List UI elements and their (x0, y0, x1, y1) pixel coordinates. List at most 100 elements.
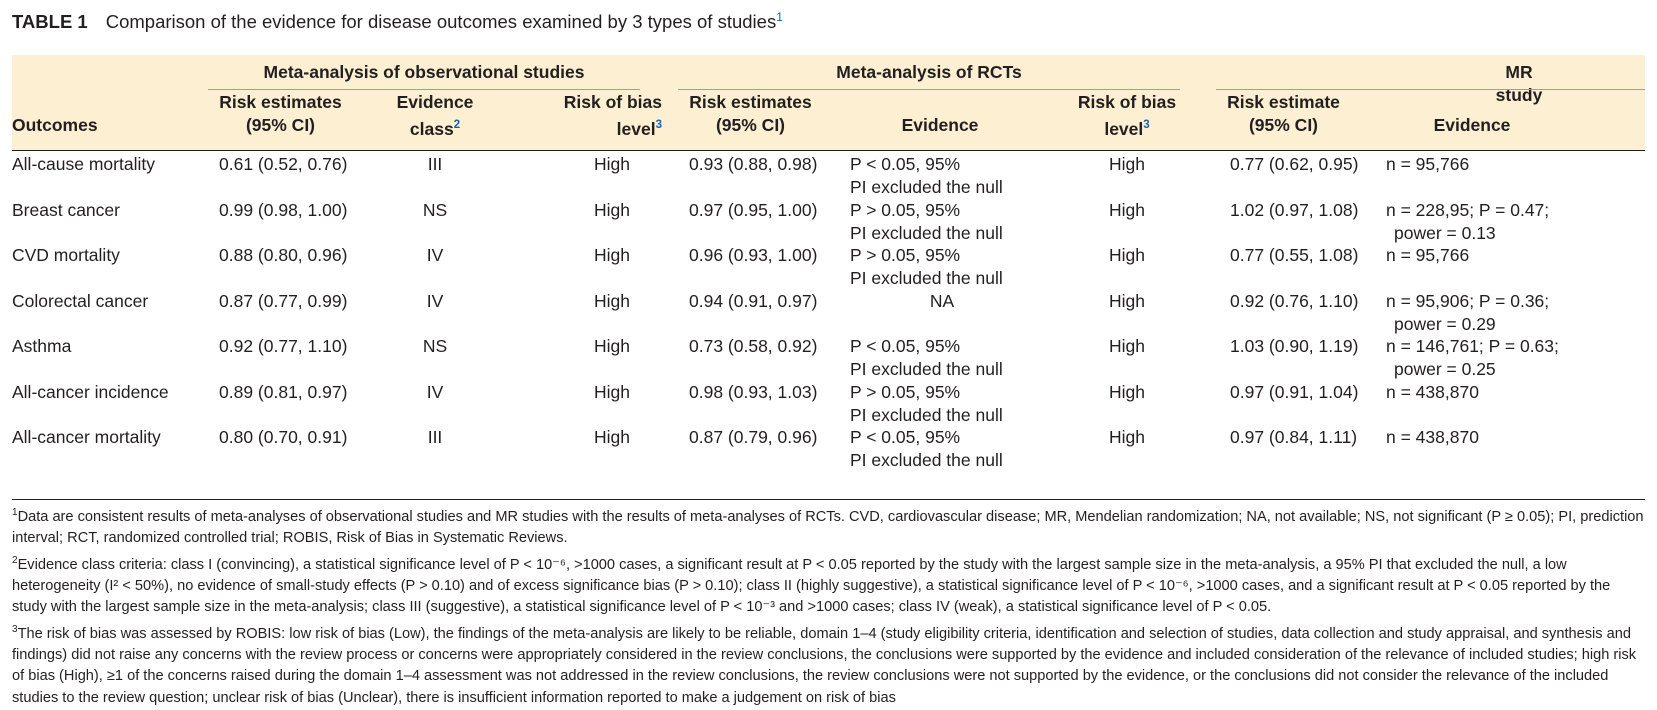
cell-obs-risk: 0.87 (0.77, 0.99) (219, 291, 348, 311)
group-rule-observational (208, 89, 640, 90)
cell-obs-risk: 0.88 (0.80, 0.96) (219, 245, 348, 265)
cell-obs-risk: 0.99 (0.98, 1.00) (219, 200, 348, 220)
cell-outcome: All-cause mortality (12, 154, 155, 174)
table-title: TABLE 1 Comparison of the evidence for di… (12, 10, 783, 33)
col-header-mr-risk: Risk estimate (95% CI) (1227, 92, 1340, 135)
cell-rct-bias: High (1109, 382, 1145, 402)
footnote-text: Data are consistent results of meta-anal… (12, 508, 1644, 547)
cell-rct-risk: 0.96 (0.93, 1.00) (689, 245, 818, 265)
cell-obs-risk: 0.92 (0.77, 1.10) (219, 336, 348, 356)
cell-rct-risk: 0.94 (0.91, 0.97) (689, 291, 818, 311)
group-header-mr: MR study (1495, 62, 1543, 105)
table-row: Colorectal cancer 0.87 (0.77, 0.99) IV High… (12, 290, 1645, 338)
cell-mr-evidence: n = 228,95; P = 0.47; power = 0.13 (1386, 200, 1550, 243)
footnote-text: Evidence class criteria: class I (convin… (12, 556, 1611, 616)
cell-obs-bias: High (594, 200, 630, 220)
cell-rct-bias: High (1109, 427, 1145, 447)
cell-obs-bias: High (594, 245, 630, 265)
footnote-3: 3The risk of bias was assessed by ROBIS:… (12, 619, 1647, 709)
footnote-mark: 2 (12, 554, 18, 566)
cell-obs-class: IV (426, 245, 444, 265)
cell-obs-class: NS (422, 336, 448, 356)
cell-rct-evidence: NA (929, 291, 955, 311)
cell-rct-bias: High (1109, 200, 1145, 220)
footnote-mark: 3 (12, 623, 18, 635)
cell-mr-risk: 0.77 (0.55, 1.08) (1230, 245, 1359, 265)
group-header-rct: Meta-analysis of RCTs (836, 62, 1022, 82)
cell-rct-evidence: P < 0.05, 95% PI excluded the null (850, 336, 1003, 379)
table-row: CVD mortality 0.88 (0.80, 0.96) IV High 0.96… (12, 244, 1645, 292)
footnote-text: The risk of bias was assessed by ROBIS: … (12, 625, 1637, 706)
cell-mr-risk: 0.97 (0.91, 1.04) (1230, 382, 1359, 402)
title-footnote-mark[interactable]: 1 (776, 10, 783, 24)
table-row: All-cancer incidence 0.89 (0.81, 0.97) IV H… (12, 381, 1645, 429)
cell-rct-bias: High (1109, 154, 1145, 174)
cell-rct-risk: 0.73 (0.58, 0.92) (689, 336, 818, 356)
cell-mr-evidence: n = 95,766 (1386, 154, 1470, 174)
col-header-mr-evidence: Evidence (1433, 115, 1511, 135)
table-header: Meta-analysis of observational studies M… (12, 55, 1645, 151)
cell-outcome: Asthma (12, 336, 72, 356)
cell-rct-risk: 0.98 (0.93, 1.03) (689, 382, 818, 402)
col-header-obs-bias: Risk of bias level3 (563, 92, 662, 139)
cell-mr-risk: 0.97 (0.84, 1.11) (1230, 427, 1358, 447)
table-body: All-cause mortality 0.61 (0.52, 0.76) III H… (12, 151, 1645, 500)
cell-rct-risk: 0.87 (0.79, 0.96) (689, 427, 818, 447)
cell-rct-risk: 0.97 (0.95, 1.00) (689, 200, 818, 220)
cell-outcome: All-cancer incidence (12, 382, 169, 402)
group-rule-rct (678, 89, 1180, 90)
cell-outcome: Breast cancer (12, 200, 120, 220)
cell-mr-risk: 1.03 (0.90, 1.19) (1230, 336, 1359, 356)
table-row: All-cancer mortality 0.80 (0.70, 0.91) III… (12, 426, 1645, 474)
cell-outcome: CVD mortality (12, 245, 120, 265)
data-table: Meta-analysis of observational studies M… (12, 55, 1645, 500)
col-header-obs-risk: Risk estimates (95% CI) (219, 92, 342, 135)
cell-obs-bias: High (594, 336, 630, 356)
table-label: TABLE 1 (12, 11, 88, 33)
footnote-mark: 1 (12, 507, 18, 518)
cell-rct-evidence: P > 0.05, 95% PI excluded the null (850, 245, 1003, 288)
cell-mr-evidence: n = 438,870 (1386, 427, 1479, 447)
cell-obs-bias: High (594, 291, 630, 311)
table-row: Asthma 0.92 (0.77, 1.10) NS High 0.73 (0.58,… (12, 335, 1645, 383)
footnotes: 1Data are consistent results of meta-ana… (12, 502, 1647, 709)
footnote-2: 2Evidence class criteria: class I (convi… (12, 550, 1647, 619)
cell-rct-bias: High (1109, 336, 1145, 356)
col-header-rct-evidence: Evidence (901, 115, 979, 135)
col-header-outcomes: Outcomes (12, 115, 98, 135)
table-row: Breast cancer 0.99 (0.98, 1.00) NS High 0.97… (12, 199, 1645, 247)
cell-obs-class: IV (426, 382, 444, 402)
cell-obs-class: III (427, 154, 443, 174)
cell-rct-bias: High (1109, 291, 1145, 311)
cell-rct-evidence: P < 0.05, 95% PI excluded the null (850, 427, 1003, 470)
cell-outcome: Colorectal cancer (12, 291, 149, 311)
footnote-1: 1Data are consistent results of meta-ana… (12, 502, 1647, 550)
cell-obs-bias: High (594, 154, 630, 174)
cell-obs-class: IV (426, 291, 444, 311)
cell-mr-evidence: n = 95,766 (1386, 245, 1470, 265)
cell-rct-risk: 0.93 (0.88, 0.98) (689, 154, 818, 174)
cell-outcome: All-cancer mortality (12, 427, 161, 447)
cell-mr-risk: 1.02 (0.97, 1.08) (1230, 200, 1359, 220)
cell-obs-class: NS (422, 200, 448, 220)
cell-mr-risk: 0.77 (0.62, 0.95) (1230, 154, 1359, 174)
cell-rct-evidence: P > 0.05, 95% PI excluded the null (850, 200, 1003, 243)
cell-mr-evidence: n = 146,761; P = 0.63; power = 0.25 (1386, 336, 1559, 379)
group-rule-mr (1216, 89, 1645, 90)
col-header-rct-risk: Risk estimates (95% CI) (689, 92, 812, 135)
table-row: All-cause mortality 0.61 (0.52, 0.76) III H… (12, 153, 1645, 201)
table-caption: Comparison of the evidence for disease o… (105, 11, 777, 33)
cell-obs-risk: 0.61 (0.52, 0.76) (219, 154, 348, 174)
col-header-rct-bias: Risk of bias level3 (1077, 92, 1177, 139)
cell-mr-risk: 0.92 (0.76, 1.10) (1230, 291, 1359, 311)
cell-rct-evidence: P < 0.05, 95% PI excluded the null (850, 154, 1003, 197)
cell-obs-class: III (427, 427, 443, 447)
col-header-obs-class: Evidence class2 (396, 92, 474, 139)
cell-obs-bias: High (594, 427, 630, 447)
cell-mr-evidence: n = 438,870 (1386, 382, 1479, 402)
cell-rct-bias: High (1109, 245, 1145, 265)
cell-obs-risk: 0.80 (0.70, 0.91) (219, 427, 348, 447)
cell-mr-evidence: n = 95,906; P = 0.36; power = 0.29 (1386, 291, 1550, 334)
cell-rct-evidence: P > 0.05, 95% PI excluded the null (850, 382, 1003, 425)
cell-obs-risk: 0.89 (0.81, 0.97) (219, 382, 348, 402)
